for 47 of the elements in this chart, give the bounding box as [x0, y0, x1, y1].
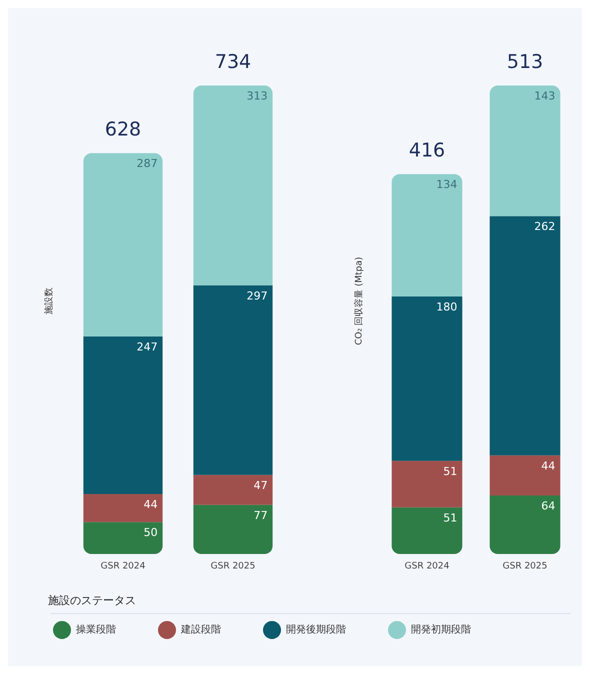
legend-label: 開発初期段階	[411, 624, 471, 636]
y-axis-title: CO₂ 回収容量 (Mtpa)	[354, 256, 364, 346]
data-label: 247	[136, 340, 158, 354]
x-tick-label: GSR 2024	[100, 562, 146, 572]
bar	[490, 216, 560, 456]
total-label: 416	[408, 140, 446, 162]
bar	[83, 153, 163, 336]
x-tick-label: GSR 2025	[210, 562, 256, 572]
bar	[392, 507, 462, 554]
bar	[392, 460, 462, 508]
data-label: 313	[246, 89, 268, 102]
legend-label: 開発後期段階	[286, 624, 346, 636]
bar	[392, 174, 462, 296]
data-label: 44	[144, 498, 158, 511]
legend-label: 建設段階	[180, 624, 221, 636]
bar	[193, 85, 273, 286]
data-label: 262	[534, 220, 556, 234]
x-tick-label: GSR 2025	[502, 562, 548, 572]
data-label: 51	[443, 464, 458, 478]
total-label: 734	[214, 50, 252, 73]
bar	[490, 455, 560, 496]
bar	[83, 336, 163, 494]
bar	[490, 85, 560, 216]
data-label: 51	[443, 511, 458, 524]
data-label: 143	[534, 89, 556, 102]
y-axis-title: 施設数	[44, 288, 54, 314]
data-label: 134	[436, 178, 458, 192]
data-label: 64	[541, 500, 556, 513]
bar	[490, 496, 560, 554]
legend-label: 操業段階	[76, 624, 116, 636]
data-label: 297	[246, 289, 268, 302]
bar	[193, 504, 273, 554]
bar	[193, 474, 273, 505]
total-label: 513	[506, 50, 544, 73]
data-label: 44	[541, 459, 556, 472]
data-label: 50	[144, 526, 158, 540]
data-label: 77	[254, 508, 268, 522]
bar	[193, 285, 273, 475]
legend-title: 施設のステータス	[48, 594, 136, 607]
data-label: 47	[254, 478, 268, 492]
bar	[83, 522, 163, 554]
bar	[392, 296, 462, 461]
data-label: 287	[136, 157, 158, 170]
x-tick-label: GSR 2024	[404, 562, 450, 572]
total-label: 628	[104, 118, 142, 141]
data-label: 180	[436, 300, 458, 314]
bar	[83, 494, 163, 522]
